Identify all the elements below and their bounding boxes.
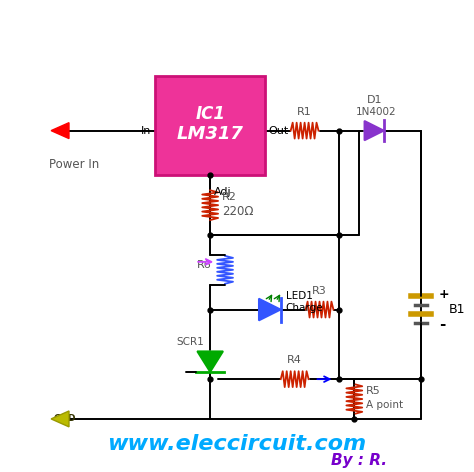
Text: R3: R3 (312, 286, 327, 295)
Text: Adj: Adj (214, 187, 232, 197)
Text: B1: B1 (449, 303, 465, 316)
Text: Out: Out (269, 126, 289, 135)
Text: IC1: IC1 (195, 105, 225, 123)
Text: 1N4002: 1N4002 (356, 107, 396, 117)
Text: In: In (141, 126, 152, 135)
Text: R4: R4 (287, 355, 302, 365)
Text: Charge: Charge (286, 303, 323, 312)
Text: Power In: Power In (49, 159, 100, 171)
Text: +V: +V (53, 126, 68, 135)
Text: SCR1: SCR1 (176, 337, 204, 347)
Text: www.eleccircuit.com: www.eleccircuit.com (108, 434, 366, 454)
Text: +: + (439, 287, 449, 301)
Text: D1: D1 (366, 95, 382, 105)
Text: By : R.: By : R. (331, 453, 387, 468)
Polygon shape (197, 351, 223, 372)
Polygon shape (51, 123, 69, 139)
Text: GND: GND (53, 414, 75, 423)
Text: 220Ω: 220Ω (222, 205, 254, 218)
Text: R6: R6 (196, 260, 211, 270)
Text: A point: A point (366, 400, 403, 410)
Text: -: - (439, 318, 445, 332)
Text: R5: R5 (366, 386, 381, 396)
Text: R2: R2 (222, 192, 237, 202)
Text: LM317: LM317 (177, 125, 244, 143)
Polygon shape (365, 121, 384, 140)
Polygon shape (259, 299, 281, 320)
Text: LED1: LED1 (286, 291, 312, 301)
Text: R1: R1 (297, 107, 312, 117)
FancyBboxPatch shape (155, 76, 265, 176)
Polygon shape (51, 411, 69, 427)
